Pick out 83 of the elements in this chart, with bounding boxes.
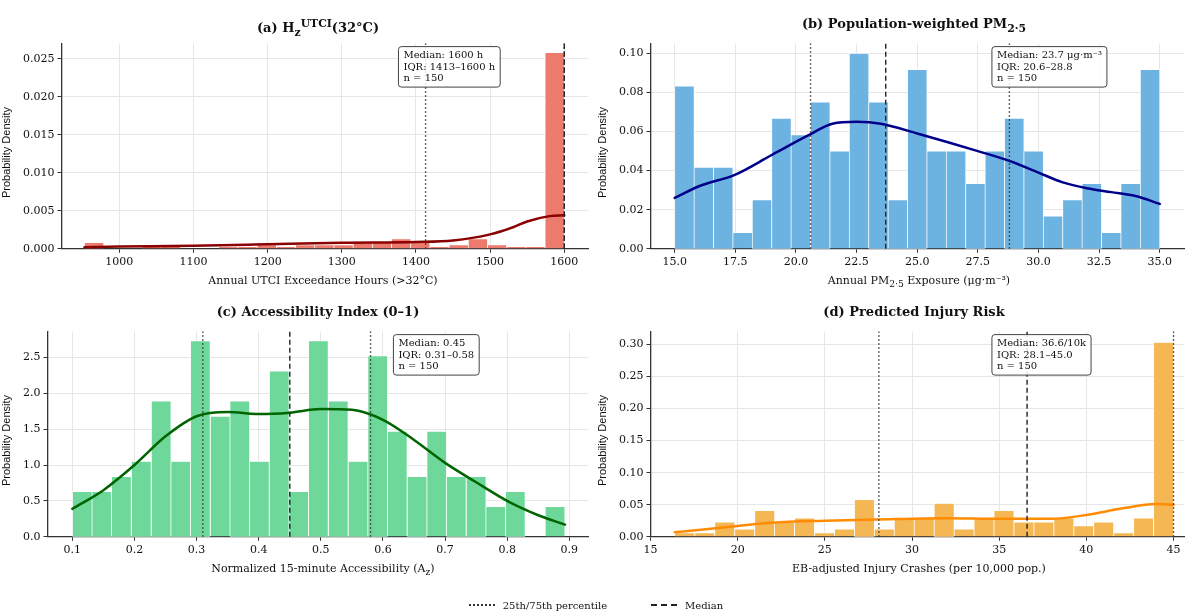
annotation: Median: 36.6/10k: [996, 337, 1087, 349]
y-tick-label: 0.0: [22, 529, 41, 543]
x-tick-label: 35: [992, 543, 1007, 557]
x-axis-title: Annual UTCI Exceedance Hours (>32°C): [207, 273, 439, 289]
x-tick-label: 15.0: [662, 255, 687, 269]
x-tick-label: 0.5: [312, 543, 330, 557]
chart-title: (b) Population-weighted PM$_{2·5}$: [800, 15, 1028, 35]
x-tick-label: 1000: [105, 255, 134, 269]
x-tick-label: 0.4: [249, 543, 268, 557]
x-axis-title: Annual PM$_{2·5}$ Exposure (μg·m⁻³): [826, 273, 1012, 290]
x-tick-label: 15: [643, 543, 658, 557]
chart-title: (c) Accessibility Index (0–1): [215, 303, 421, 321]
x-tick-label: 17.5: [723, 255, 748, 269]
y-tick-label: 0.04: [618, 163, 644, 177]
y-axis-title: Probability Density: [0, 107, 13, 199]
annotation: Median: 23.7 μg·m⁻³: [996, 49, 1102, 61]
y-tick-label: 0.00: [618, 241, 644, 255]
annotation: IQR: 0.31–0.58: [398, 348, 475, 360]
x-tick-label: 32.5: [1086, 255, 1112, 269]
legend-label: 25th/75th percentile: [502, 599, 608, 611]
x-axis-title: EB-adjusted Injury Crashes (per 10,000 pop.): [791, 561, 1047, 577]
annotation: n = 150: [398, 360, 439, 372]
x-tick-label: 1500: [476, 255, 505, 269]
y-tick-label: 1.0: [22, 457, 41, 471]
annotation: IQR: 20.6–28.8: [996, 60, 1073, 72]
annotation: IQR: 1413–1600 h: [403, 60, 496, 72]
annotation: n = 150: [403, 72, 444, 84]
y-tick-label: 0.08: [618, 85, 644, 99]
x-tick-label: 30.0: [1026, 255, 1051, 269]
y-axis-title: Probability Density: [596, 107, 609, 199]
y-tick-label: 2.0: [22, 386, 41, 400]
x-tick-label: 22.5: [844, 255, 869, 269]
annotation: Median: 0.45: [398, 337, 466, 349]
y-axis-title: Probability Density: [0, 395, 13, 487]
y-tick-label: 0.025: [22, 51, 55, 65]
x-tick-label: 45: [1166, 543, 1181, 557]
y-tick-label: 0.10: [618, 46, 644, 60]
y-tick-label: 0.015: [22, 127, 55, 141]
y-tick-label: 0.20: [618, 401, 644, 415]
x-tick-label: 40: [1079, 543, 1094, 557]
chart-title: (a) H$_{z}$$^{UTCI}$(32°C): [255, 16, 381, 39]
x-tick-label: 1200: [253, 255, 282, 269]
y-tick-label: 0.00: [618, 529, 644, 543]
annotation: n = 150: [996, 360, 1038, 372]
x-tick-label: 0.2: [125, 543, 144, 557]
annotation: Median: 1600 h: [403, 49, 484, 61]
annotation: n = 150: [996, 72, 1038, 84]
x-tick-label: 1300: [327, 255, 356, 269]
y-tick-label: 0.06: [618, 124, 644, 138]
y-tick-label: 0.10: [618, 465, 644, 479]
x-tick-label: 35.0: [1147, 255, 1172, 269]
y-tick-label: 2.5: [22, 350, 41, 364]
y-tick-label: 0.05: [618, 497, 644, 511]
y-tick-label: 0.25: [618, 369, 644, 383]
y-tick-label: 0.02: [618, 202, 644, 216]
y-axis-title: Probability Density: [596, 395, 609, 487]
y-tick-label: 0.15: [618, 433, 644, 447]
x-axis-title: Normalized 15-minute Accessibility (A$_{z}$): [210, 561, 436, 578]
legend-label: Median: [685, 599, 724, 611]
x-tick-label: 25: [817, 543, 832, 557]
x-tick-label: 0.7: [436, 543, 454, 557]
chart-title: (d) Predicted Injury Risk: [822, 303, 1006, 321]
y-tick-label: 0.005: [22, 203, 55, 217]
x-tick-label: 0.8: [498, 543, 516, 557]
x-tick-label: 0.9: [560, 543, 579, 557]
x-tick-label: 1600: [550, 255, 579, 269]
y-tick-label: 0.010: [22, 165, 55, 179]
y-tick-label: 0.30: [618, 337, 644, 351]
x-tick-label: 0.1: [63, 543, 82, 557]
x-tick-label: 1400: [401, 255, 430, 269]
x-tick-label: 20.0: [783, 255, 809, 269]
x-tick-label: 27.5: [965, 255, 991, 269]
y-tick-label: 1.5: [22, 422, 41, 436]
x-tick-label: 0.6: [374, 543, 392, 557]
x-tick-label: 25.0: [905, 255, 930, 269]
annotation: IQR: 28.1–45.0: [996, 348, 1073, 360]
y-tick-label: 0.020: [22, 89, 55, 103]
x-tick-label: 1100: [179, 255, 208, 269]
y-tick-label: 0.000: [22, 241, 55, 255]
x-tick-label: 0.3: [187, 543, 206, 557]
y-tick-label: 0.5: [22, 493, 41, 507]
x-tick-label: 30: [905, 543, 920, 557]
x-tick-label: 20: [730, 543, 745, 557]
